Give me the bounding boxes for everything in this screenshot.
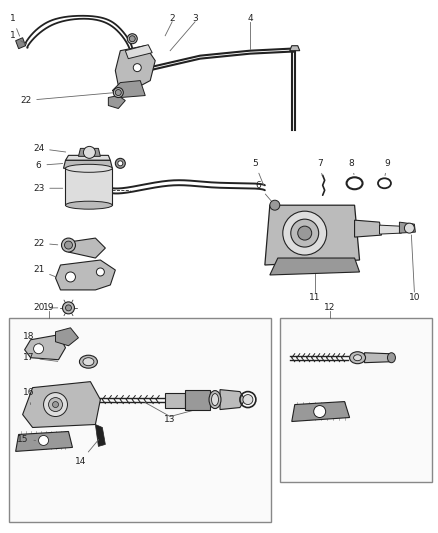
Circle shape xyxy=(83,147,95,158)
Circle shape xyxy=(127,34,137,44)
Text: 24: 24 xyxy=(33,144,66,153)
Polygon shape xyxy=(399,222,415,233)
Circle shape xyxy=(291,219,319,247)
Circle shape xyxy=(115,158,125,168)
Circle shape xyxy=(63,302,74,314)
Circle shape xyxy=(298,226,312,240)
Text: 13: 13 xyxy=(164,415,176,424)
Text: 6: 6 xyxy=(255,181,273,203)
Circle shape xyxy=(61,238,75,252)
Circle shape xyxy=(270,200,280,210)
Polygon shape xyxy=(64,160,112,168)
Text: 7: 7 xyxy=(317,159,322,175)
Ellipse shape xyxy=(212,393,219,406)
Bar xyxy=(280,318,432,482)
Ellipse shape xyxy=(83,358,94,366)
Bar xyxy=(9,318,271,522)
Text: 14: 14 xyxy=(75,440,99,466)
Polygon shape xyxy=(270,258,360,275)
Polygon shape xyxy=(78,148,100,156)
Circle shape xyxy=(34,344,43,354)
Ellipse shape xyxy=(388,353,396,362)
Circle shape xyxy=(283,211,327,255)
Text: 6: 6 xyxy=(36,161,63,170)
Text: 5: 5 xyxy=(252,159,264,185)
Text: 11: 11 xyxy=(309,293,321,302)
Circle shape xyxy=(43,393,67,416)
Circle shape xyxy=(129,36,135,42)
Polygon shape xyxy=(16,38,25,49)
Text: 3: 3 xyxy=(192,14,198,23)
Text: 16: 16 xyxy=(23,388,34,405)
Polygon shape xyxy=(16,432,72,451)
Polygon shape xyxy=(66,155,110,160)
Ellipse shape xyxy=(66,164,112,172)
Text: 2: 2 xyxy=(170,14,175,23)
Polygon shape xyxy=(185,390,210,409)
Polygon shape xyxy=(108,95,125,109)
Text: 21: 21 xyxy=(33,265,56,277)
Circle shape xyxy=(39,435,49,446)
Text: 18: 18 xyxy=(23,332,40,343)
Text: 17: 17 xyxy=(23,353,58,362)
Circle shape xyxy=(53,401,59,408)
Circle shape xyxy=(66,272,75,282)
Polygon shape xyxy=(95,424,106,447)
Circle shape xyxy=(64,241,72,249)
Ellipse shape xyxy=(209,391,221,409)
Text: 22: 22 xyxy=(20,93,113,105)
Polygon shape xyxy=(165,393,185,408)
Polygon shape xyxy=(290,46,300,51)
Polygon shape xyxy=(23,382,100,427)
Text: 8: 8 xyxy=(349,159,354,175)
Circle shape xyxy=(96,268,104,276)
Polygon shape xyxy=(115,46,155,88)
Circle shape xyxy=(66,305,71,311)
Circle shape xyxy=(404,223,414,233)
Polygon shape xyxy=(25,335,66,360)
Text: 10: 10 xyxy=(409,293,420,302)
Polygon shape xyxy=(56,260,115,290)
Polygon shape xyxy=(112,80,145,98)
Polygon shape xyxy=(56,328,78,346)
Circle shape xyxy=(314,406,326,417)
Text: 19: 19 xyxy=(43,303,54,312)
Ellipse shape xyxy=(350,352,366,364)
Circle shape xyxy=(243,394,253,405)
Text: 1: 1 xyxy=(10,14,20,36)
Text: 9: 9 xyxy=(385,159,390,175)
Circle shape xyxy=(133,63,141,71)
Text: 12: 12 xyxy=(324,303,336,312)
Polygon shape xyxy=(220,390,245,409)
Text: 23: 23 xyxy=(33,184,63,193)
Ellipse shape xyxy=(79,355,97,368)
Polygon shape xyxy=(364,353,392,362)
Ellipse shape xyxy=(66,201,112,209)
Text: 20: 20 xyxy=(33,303,58,312)
Circle shape xyxy=(113,87,124,98)
Polygon shape xyxy=(355,220,381,237)
Polygon shape xyxy=(68,238,106,258)
Text: 22: 22 xyxy=(33,239,58,247)
Ellipse shape xyxy=(353,355,361,361)
Polygon shape xyxy=(66,168,112,205)
Text: 15: 15 xyxy=(17,435,35,444)
Polygon shape xyxy=(292,401,350,422)
Polygon shape xyxy=(125,45,152,59)
Circle shape xyxy=(49,398,63,411)
Text: 4: 4 xyxy=(247,14,253,23)
Polygon shape xyxy=(379,225,401,234)
Text: 1: 1 xyxy=(10,31,26,44)
Circle shape xyxy=(118,161,123,166)
Polygon shape xyxy=(265,205,360,265)
Circle shape xyxy=(115,90,121,95)
